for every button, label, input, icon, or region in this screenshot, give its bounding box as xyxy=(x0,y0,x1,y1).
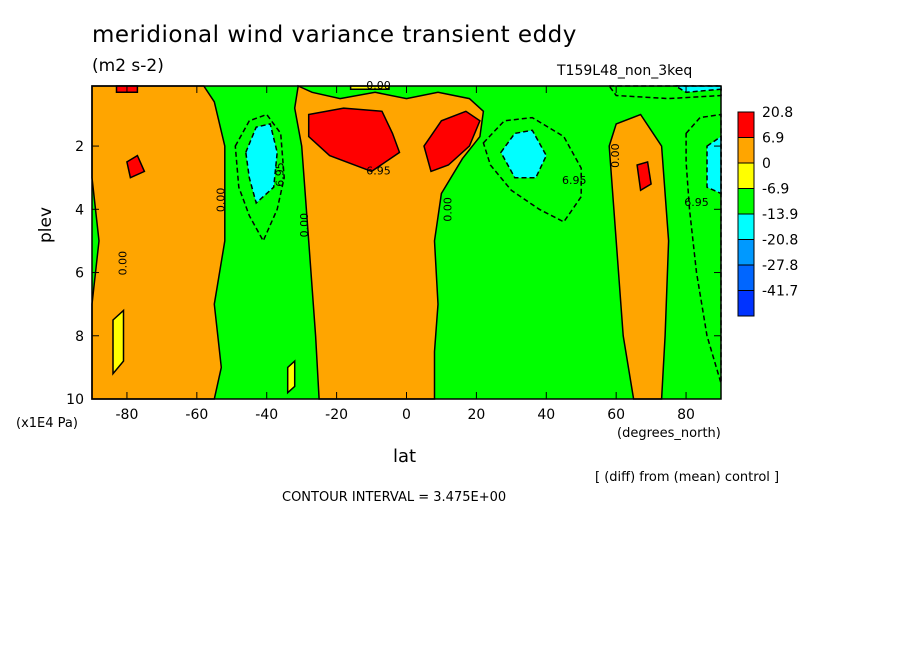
contour-label: 0.00 xyxy=(441,197,454,222)
x-tick-label: 20 xyxy=(467,407,485,423)
legend-label: 6.9 xyxy=(762,131,784,147)
x-tick-label: 80 xyxy=(677,407,695,423)
legend-label: -41.7 xyxy=(762,284,798,300)
legend-swatch xyxy=(737,239,755,266)
y-tick-label: 10 xyxy=(66,392,84,408)
legend-label: 20.8 xyxy=(762,105,793,121)
contour-label: 0.00 xyxy=(214,188,227,213)
chart-title: meridional wind variance transient eddy xyxy=(92,22,577,48)
y-tick-label: 4 xyxy=(75,202,84,218)
x-axis-label: lat xyxy=(393,446,417,467)
legend-label: -20.8 xyxy=(762,233,798,249)
contour-region xyxy=(286,359,296,395)
legend-swatch xyxy=(737,213,755,240)
x-tick-label: -20 xyxy=(325,407,348,423)
legend-swatch xyxy=(737,111,755,138)
contour-region xyxy=(706,135,722,195)
legend-swatch xyxy=(737,162,755,189)
contour-label: 0.00 xyxy=(116,251,129,276)
contour-region xyxy=(91,85,226,400)
contour-region xyxy=(245,123,278,205)
legend-swatch xyxy=(737,290,755,317)
x-axis-unit: (degrees_north) xyxy=(617,426,721,441)
legend-label: 0 xyxy=(762,156,771,172)
run-name: T159L48_non_3keq xyxy=(557,63,693,79)
diff-note: [ (diff) from (mean) control ] xyxy=(595,470,780,485)
legend-label: -27.8 xyxy=(762,258,798,274)
legend-label: -6.9 xyxy=(762,182,789,198)
contour-label: 6.95 xyxy=(684,196,709,209)
plot-area xyxy=(91,84,722,400)
legend-label: -13.9 xyxy=(762,207,798,223)
x-tick-label: -60 xyxy=(185,407,208,423)
y-tick-label: 8 xyxy=(75,329,84,345)
contour-label: 6.95 xyxy=(562,174,587,187)
contour-region xyxy=(636,160,652,192)
legend-swatch xyxy=(737,137,755,164)
y-tick-label: 6 xyxy=(75,266,84,282)
y-tick-label: 2 xyxy=(75,139,84,155)
contour-region xyxy=(112,308,125,376)
x-tick-label: 0 xyxy=(402,407,411,423)
color-legend: 20.8 6.9 0 -6.9 -13.9 -20.8 -27.8 -41.7 xyxy=(737,105,798,317)
x-tick-label: -40 xyxy=(255,407,278,423)
contour-label: 6.95 xyxy=(274,162,287,187)
legend-swatch xyxy=(737,264,755,291)
contour-label: 0.00 xyxy=(609,143,622,168)
y-axis-unit: (x1E4 Pa) xyxy=(16,416,78,431)
contour-region xyxy=(307,107,401,173)
contour-label: 0.00 xyxy=(298,213,311,238)
legend-swatch xyxy=(737,188,755,215)
contour-region xyxy=(500,129,548,179)
contour-interval-note: CONTOUR INTERVAL = 3.475E+00 xyxy=(282,490,507,505)
x-tick-label: -80 xyxy=(116,407,139,423)
x-tick-label: 40 xyxy=(537,407,555,423)
x-tick-label: 60 xyxy=(607,407,625,423)
contour-region xyxy=(423,110,481,173)
chart-units: (m2 s-2) xyxy=(92,56,164,76)
contour-label: 6.95 xyxy=(366,164,391,177)
contour-region xyxy=(126,154,146,179)
